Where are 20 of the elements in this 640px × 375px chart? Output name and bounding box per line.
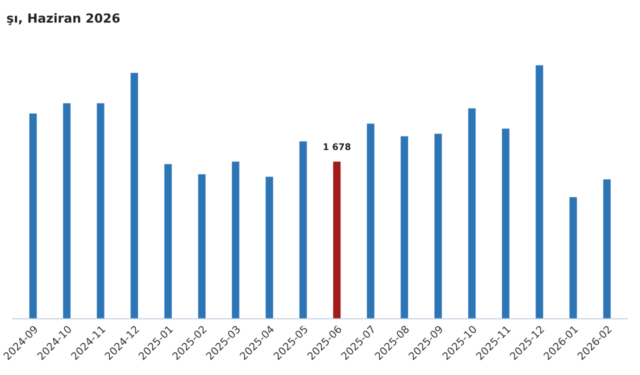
bar	[333, 162, 341, 319]
bar	[400, 136, 408, 319]
bar	[130, 72, 138, 319]
chart-title: şı, Haziran 2026	[7, 13, 120, 26]
bar	[198, 174, 206, 319]
bar	[536, 65, 544, 319]
bar	[366, 124, 374, 319]
annotation: 1 678	[324, 143, 350, 150]
bar	[299, 141, 307, 319]
bar	[603, 179, 611, 319]
bar	[164, 164, 172, 319]
bar	[434, 134, 442, 319]
bar	[468, 108, 476, 319]
bar	[232, 162, 240, 319]
bar	[63, 103, 71, 319]
bar	[29, 113, 37, 319]
bar	[96, 103, 104, 319]
bar	[266, 176, 274, 319]
bar	[569, 197, 577, 319]
bar	[502, 128, 510, 319]
